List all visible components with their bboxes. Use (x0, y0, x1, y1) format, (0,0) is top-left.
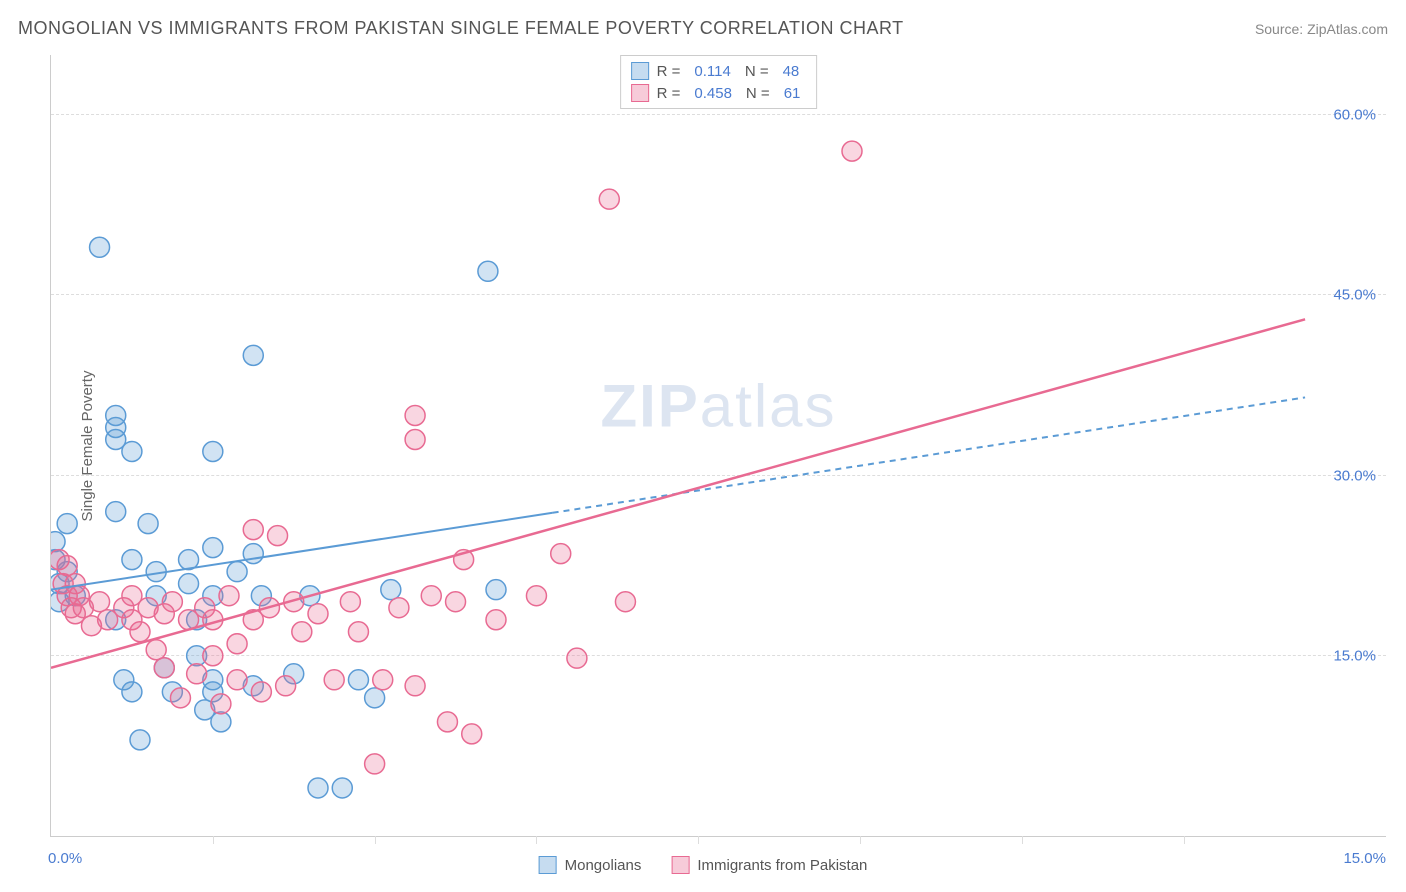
data-point (348, 622, 368, 642)
data-point (179, 574, 199, 594)
data-point (421, 586, 441, 606)
data-point (90, 237, 110, 257)
data-point (211, 694, 231, 714)
data-point (122, 442, 142, 462)
data-point (462, 724, 482, 744)
data-point (130, 730, 150, 750)
data-point (170, 688, 190, 708)
data-point (599, 189, 619, 209)
data-point (227, 634, 247, 654)
r-value-mongolians: 0.114 (694, 63, 730, 80)
data-point (51, 532, 65, 552)
x-minor-tick (1184, 836, 1185, 844)
swatch-mongolians-bottom (539, 856, 557, 874)
data-point (203, 646, 223, 666)
data-point (526, 586, 546, 606)
r-label: R = (657, 85, 681, 102)
data-point (405, 676, 425, 696)
n-label: N = (745, 63, 769, 80)
data-point (332, 778, 352, 798)
x-minor-tick (536, 836, 537, 844)
data-point (90, 592, 110, 612)
legend-item-pakistan: Immigrants from Pakistan (671, 856, 867, 874)
n-value-mongolians: 48 (783, 63, 800, 80)
data-point (405, 429, 425, 449)
data-point (57, 514, 77, 534)
legend-label-mongolians: Mongolians (565, 857, 642, 874)
legend-row-mongolians: R = 0.114 N = 48 (631, 60, 807, 82)
data-point (268, 526, 288, 546)
data-point (567, 648, 587, 668)
r-label: R = (657, 63, 681, 80)
scatter-svg (51, 55, 1386, 836)
data-point (292, 622, 312, 642)
data-point (251, 682, 271, 702)
n-value-pakistan: 61 (784, 85, 801, 102)
data-point (203, 538, 223, 558)
data-point (130, 622, 150, 642)
plot-area: R = 0.114 N = 48 R = 0.458 N = 61 ZIPatl… (50, 55, 1386, 837)
data-point (138, 514, 158, 534)
source-label: Source: ZipAtlas.com (1255, 21, 1388, 37)
x-minor-tick (375, 836, 376, 844)
data-point (437, 712, 457, 732)
data-point (106, 405, 126, 425)
correlation-legend: R = 0.114 N = 48 R = 0.458 N = 61 (620, 55, 818, 109)
data-point (162, 592, 182, 612)
data-point (154, 658, 174, 678)
title-bar: MONGOLIAN VS IMMIGRANTS FROM PAKISTAN SI… (18, 18, 1388, 39)
data-point (446, 592, 466, 612)
data-point (340, 592, 360, 612)
data-point (146, 640, 166, 660)
data-point (373, 670, 393, 690)
data-point (308, 778, 328, 798)
data-point (227, 562, 247, 582)
data-point (381, 580, 401, 600)
swatch-pakistan-bottom (671, 856, 689, 874)
data-point (219, 586, 239, 606)
data-point (227, 670, 247, 690)
data-point (842, 141, 862, 161)
legend-label-pakistan: Immigrants from Pakistan (697, 857, 867, 874)
x-minor-tick (1022, 836, 1023, 844)
data-point (276, 676, 296, 696)
data-point (203, 442, 223, 462)
data-point (405, 405, 425, 425)
data-point (365, 688, 385, 708)
data-point (486, 610, 506, 630)
data-point (122, 682, 142, 702)
r-value-pakistan: 0.458 (694, 85, 732, 102)
chart-title: MONGOLIAN VS IMMIGRANTS FROM PAKISTAN SI… (18, 18, 904, 39)
swatch-mongolians (631, 62, 649, 80)
trend-line (51, 319, 1305, 667)
data-point (106, 502, 126, 522)
data-point (122, 550, 142, 570)
data-point (551, 544, 571, 564)
x-minor-tick (860, 836, 861, 844)
x-tick-min: 0.0% (48, 850, 82, 867)
x-minor-tick (213, 836, 214, 844)
data-point (187, 664, 207, 684)
data-point (308, 604, 328, 624)
data-point (389, 598, 409, 618)
data-point (365, 754, 385, 774)
data-point (211, 712, 231, 732)
data-point (243, 520, 263, 540)
legend-item-mongolians: Mongolians (539, 856, 642, 874)
data-point (486, 580, 506, 600)
trend-line-dashed (553, 397, 1305, 512)
x-tick-max: 15.0% (1343, 850, 1386, 867)
n-label: N = (746, 85, 770, 102)
legend-row-pakistan: R = 0.458 N = 61 (631, 82, 807, 104)
data-point (615, 592, 635, 612)
series-legend: Mongolians Immigrants from Pakistan (539, 856, 868, 874)
swatch-pakistan (631, 84, 649, 102)
data-point (348, 670, 368, 690)
data-point (478, 261, 498, 281)
data-point (57, 556, 77, 576)
data-point (243, 345, 263, 365)
data-point (324, 670, 344, 690)
x-minor-tick (698, 836, 699, 844)
